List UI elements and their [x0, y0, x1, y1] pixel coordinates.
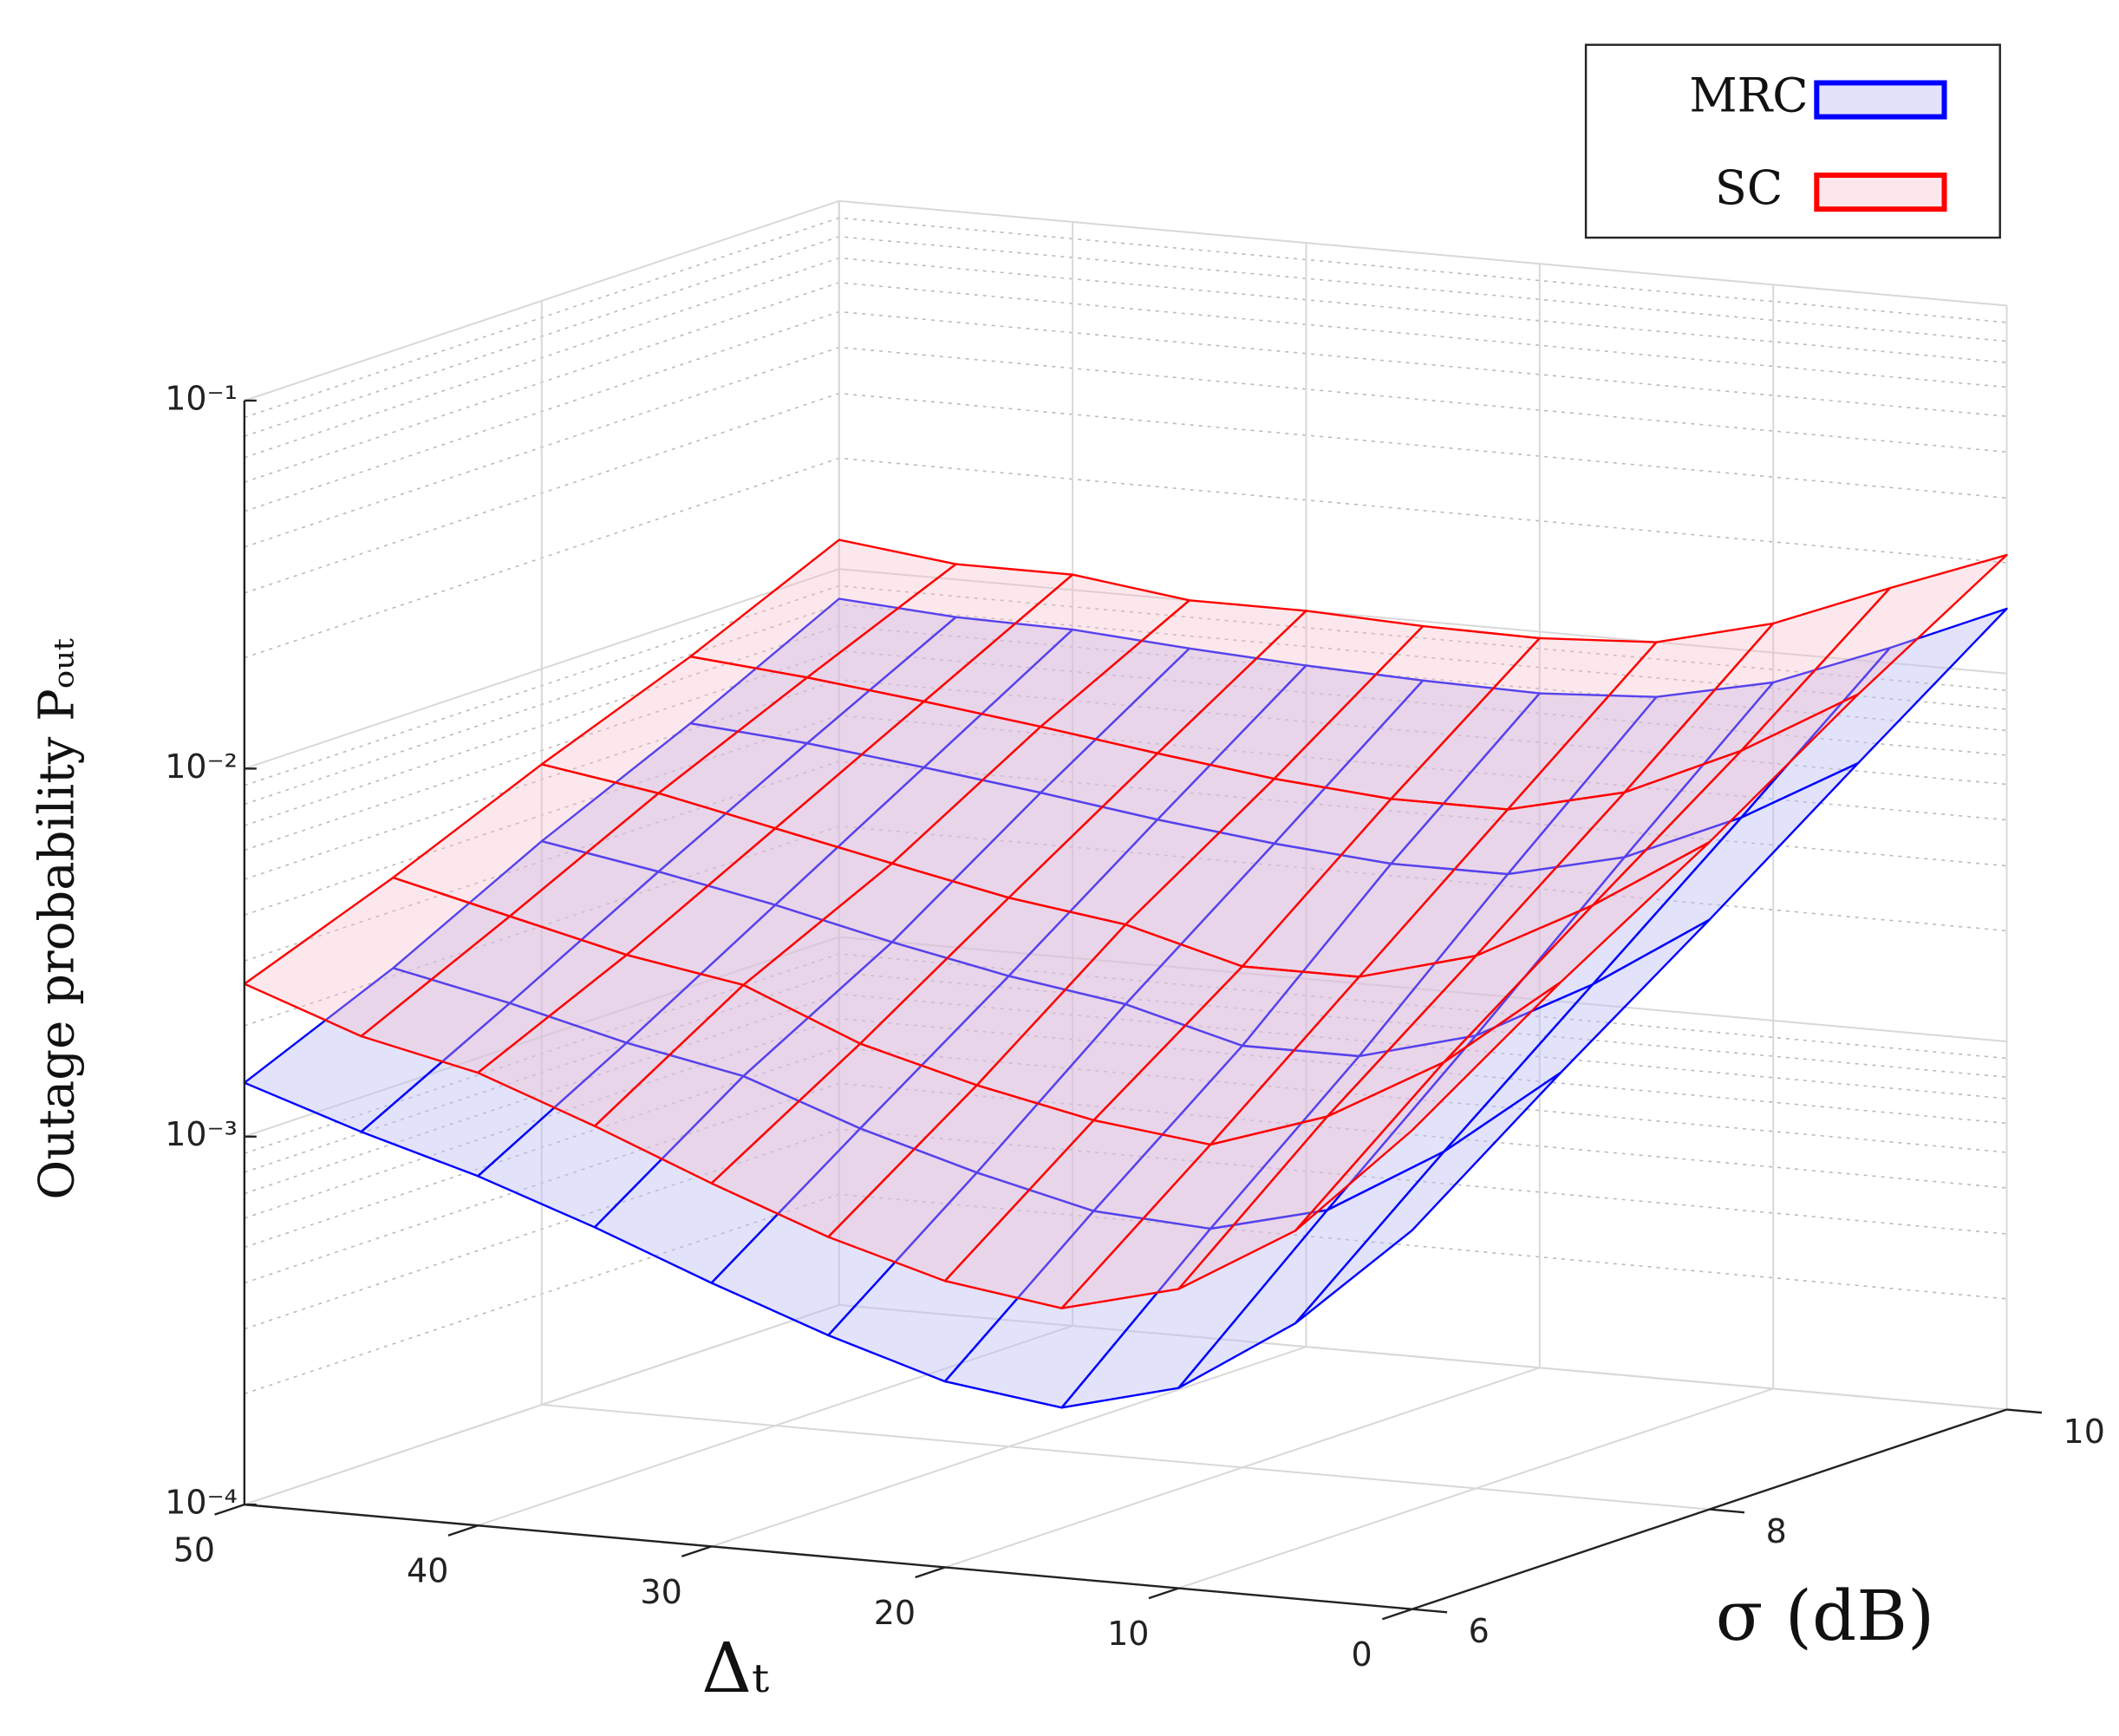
- z-tick-label: 10⁻³: [165, 1115, 238, 1153]
- x-tick: [447, 1524, 479, 1537]
- z-tick-label: 10⁻²: [165, 747, 238, 786]
- x-tick-label: 10: [1107, 1615, 1149, 1653]
- x-tick: [214, 1503, 245, 1516]
- x-tick: [1148, 1587, 1179, 1600]
- grid-line: [540, 300, 1710, 1511]
- legend-swatch: [1814, 80, 1947, 120]
- grid-line: [838, 200, 2007, 1411]
- minor-grid-line: [244, 257, 2007, 459]
- legend-swatch: [1814, 173, 1947, 212]
- y-tick-label: 8: [1766, 1512, 1787, 1550]
- minor-grid-line: [244, 217, 2007, 419]
- x-axis-label: Δₜ: [701, 1628, 769, 1708]
- legend-box: [1584, 43, 2001, 239]
- x-tick: [681, 1545, 712, 1558]
- minor-grid-line: [244, 236, 2007, 437]
- y-tick-label: 6: [1469, 1612, 1490, 1650]
- y-tick-label: 10: [2064, 1413, 2105, 1451]
- minor-grid-line: [244, 392, 2007, 594]
- x-tick-label: 20: [874, 1594, 916, 1632]
- y-tick: [2006, 1408, 2043, 1414]
- surface-patch: [1294, 1071, 1562, 1325]
- x-tick-label: 40: [407, 1552, 448, 1590]
- minor-grid-line: [244, 310, 2007, 512]
- x-tick: [915, 1566, 946, 1579]
- surfaces: [243, 538, 2008, 1409]
- y-tick: [1709, 1508, 1745, 1514]
- legend-label: MRC: [1689, 68, 1808, 122]
- x-tick: [1381, 1608, 1413, 1621]
- z-axis-label: Outage probability Pₒᵤₜ: [29, 638, 86, 1199]
- legend-label: SC: [1715, 160, 1783, 215]
- x-tick-label: 0: [1352, 1635, 1372, 1674]
- x-tick-label: 30: [640, 1573, 681, 1611]
- y-axis-label: σ (dB): [1716, 1576, 1934, 1656]
- x-axis: [244, 1503, 1412, 1610]
- z-tick-label: 10⁻⁴: [165, 1484, 238, 1522]
- x-tick-label: 50: [173, 1531, 215, 1570]
- legend: MRC SC: [1584, 43, 2001, 239]
- axes: 0 10 20 30 40 50 6 8 10 10⁻⁴ 10⁻³ 10⁻² 10⁻¹: [165, 379, 2105, 1674]
- surface-patch: [1294, 981, 1562, 1232]
- grid: [243, 199, 2008, 1610]
- y-tick: [1412, 1608, 1448, 1614]
- minor-grid-line: [244, 346, 2007, 548]
- z-tick-label: 10⁻¹: [165, 379, 238, 417]
